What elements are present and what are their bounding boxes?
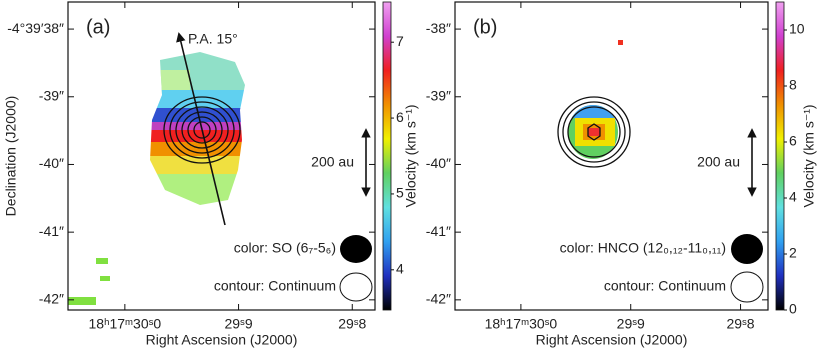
beam — [340, 235, 372, 263]
colorbar — [775, 1, 785, 311]
x-tick-label: 29ˢ8 — [726, 316, 754, 332]
colorbar-label: Velocity (km s⁻¹) — [403, 104, 419, 207]
beam — [731, 234, 763, 264]
contours-b — [557, 96, 631, 168]
y-tick-label: -41″ — [426, 223, 451, 239]
y-axis-label: Declination (J2000) — [3, 96, 19, 217]
contour-label: contour: Continuum — [604, 278, 726, 294]
x-axis-label: Right Ascension (J2000) — [536, 332, 688, 348]
velocity-map-b — [568, 105, 618, 159]
x-tick-label: 29ˢ9 — [617, 316, 645, 332]
colorbar — [382, 1, 392, 311]
pa-arrow — [176, 32, 226, 226]
colorbar-tick-label: 0 — [789, 301, 797, 317]
y-tick-label: -38″ — [426, 20, 451, 36]
pa-label: P.A. 15° — [188, 31, 238, 47]
colorbar-tick-label: 10 — [789, 21, 805, 37]
color-label: color: HNCO (12₀,₁₂-11₀,₁₁) — [560, 240, 726, 256]
y-tick-label: -42″ — [39, 291, 64, 307]
x-tick-label: 29ˢ9 — [224, 316, 252, 332]
colorbar-tick-label: 8 — [789, 77, 797, 93]
contour-label: contour: Continuum — [214, 278, 336, 294]
panel-label: (b) — [473, 16, 497, 38]
y-tick-label: -40″ — [426, 155, 451, 171]
scale-label: 200 au — [697, 154, 740, 170]
y-tick-label: -4°39′38″ — [7, 20, 64, 36]
y-tick-label: -39″ — [39, 87, 64, 103]
colorbar-tick-label: 2 — [789, 245, 797, 261]
colorbar-label: Velocity (km s⁻¹) — [801, 104, 817, 207]
colorbar-tick-label: 4 — [789, 189, 797, 205]
velocity-pixels — [68, 258, 110, 305]
x-axis-label: Right Ascension (J2000) — [146, 332, 298, 348]
colorbar-tick-label: 7 — [396, 33, 404, 49]
colorbar-tick-label: 6 — [789, 133, 797, 149]
scale-label: 200 au — [311, 154, 354, 170]
y-tick-label: -42″ — [426, 291, 451, 307]
colorbar-tick-label: 6 — [396, 109, 404, 125]
x-tick-label: 18ʰ17ᵐ30ˢ0 — [485, 316, 558, 332]
contours-a — [163, 96, 241, 164]
beam — [339, 272, 373, 302]
y-tick-label: -40″ — [39, 155, 64, 171]
x-tick-label: 18ʰ17ᵐ30ˢ0 — [89, 316, 162, 332]
colorbar-tick-label: 5 — [396, 185, 404, 201]
plot-frame — [67, 1, 376, 311]
y-tick-label: -39″ — [426, 87, 451, 103]
plot-frame — [454, 1, 769, 311]
y-tick-label: -41″ — [39, 223, 64, 239]
color-label: color: SO (6₇-5₆) — [234, 240, 336, 256]
colorbar-tick-label: 4 — [396, 260, 404, 276]
beam — [730, 271, 764, 303]
panel-label: (a) — [86, 16, 110, 38]
velocity-pixel — [618, 40, 623, 45]
x-tick-label: 29ˢ8 — [338, 316, 366, 332]
